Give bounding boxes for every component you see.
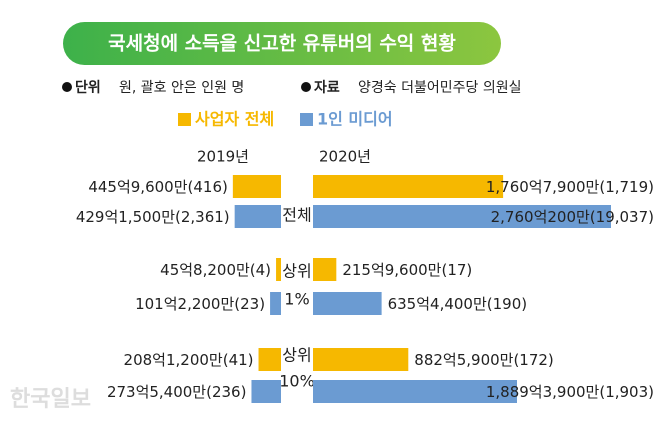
category-label: 전체 [282,206,311,225]
value-label: 208억1,200만(41) [124,351,254,369]
note-label: 단위 [75,79,101,96]
year-label: 2020년 [319,148,371,166]
value-label: 445억9,600만(416) [88,178,228,196]
note-text: 양경숙 더불어민주당 의원실 [358,80,521,96]
value-label: 2,760억200만(19,037) [491,208,654,226]
legend-label: 1인 미디어 [317,110,393,129]
category-label: 1% [284,290,309,309]
bar [313,175,504,198]
bullet [62,82,72,92]
chart-title: 국세청에 소득을 신고한 유튜버의 수익 현황 [108,32,456,55]
bar [313,258,337,281]
bar [313,205,611,228]
category-label: 10% [279,372,315,391]
value-label: 429억1,500만(2,361) [76,208,230,226]
category-label: 상위 [282,262,311,281]
bar [313,292,382,315]
bar [276,258,281,281]
bar [234,205,281,228]
bar [313,380,517,403]
note-text: 원, 괄호 안은 인원 명 [119,80,244,96]
bar [270,292,281,315]
legend-swatch [300,113,313,126]
value-label: 101억2,200만(23) [135,295,265,313]
value-label: 1,760억7,900만(1,719) [486,178,654,196]
value-label: 635억4,400만(190) [388,295,528,313]
category-label: 상위 [282,346,311,365]
bar [258,348,281,371]
value-label: 273억5,400만(236) [107,383,247,401]
value-label: 882억5,900만(172) [414,351,554,369]
value-label: 45억8,200만(4) [160,261,271,279]
bar [232,175,281,198]
bar [251,380,281,403]
watermark: 한국일보 [10,387,91,412]
legend-swatch [178,113,191,126]
year-label: 2019년 [197,148,249,166]
title-pill [63,22,501,65]
legend-label: 사업자 전체 [195,110,274,129]
bullet [301,82,311,92]
note-label: 자료 [314,80,340,96]
value-label: 215억9,600만(17) [342,261,472,279]
value-label: 1,889억3,900만(1,903) [486,383,654,401]
bar [313,348,409,371]
